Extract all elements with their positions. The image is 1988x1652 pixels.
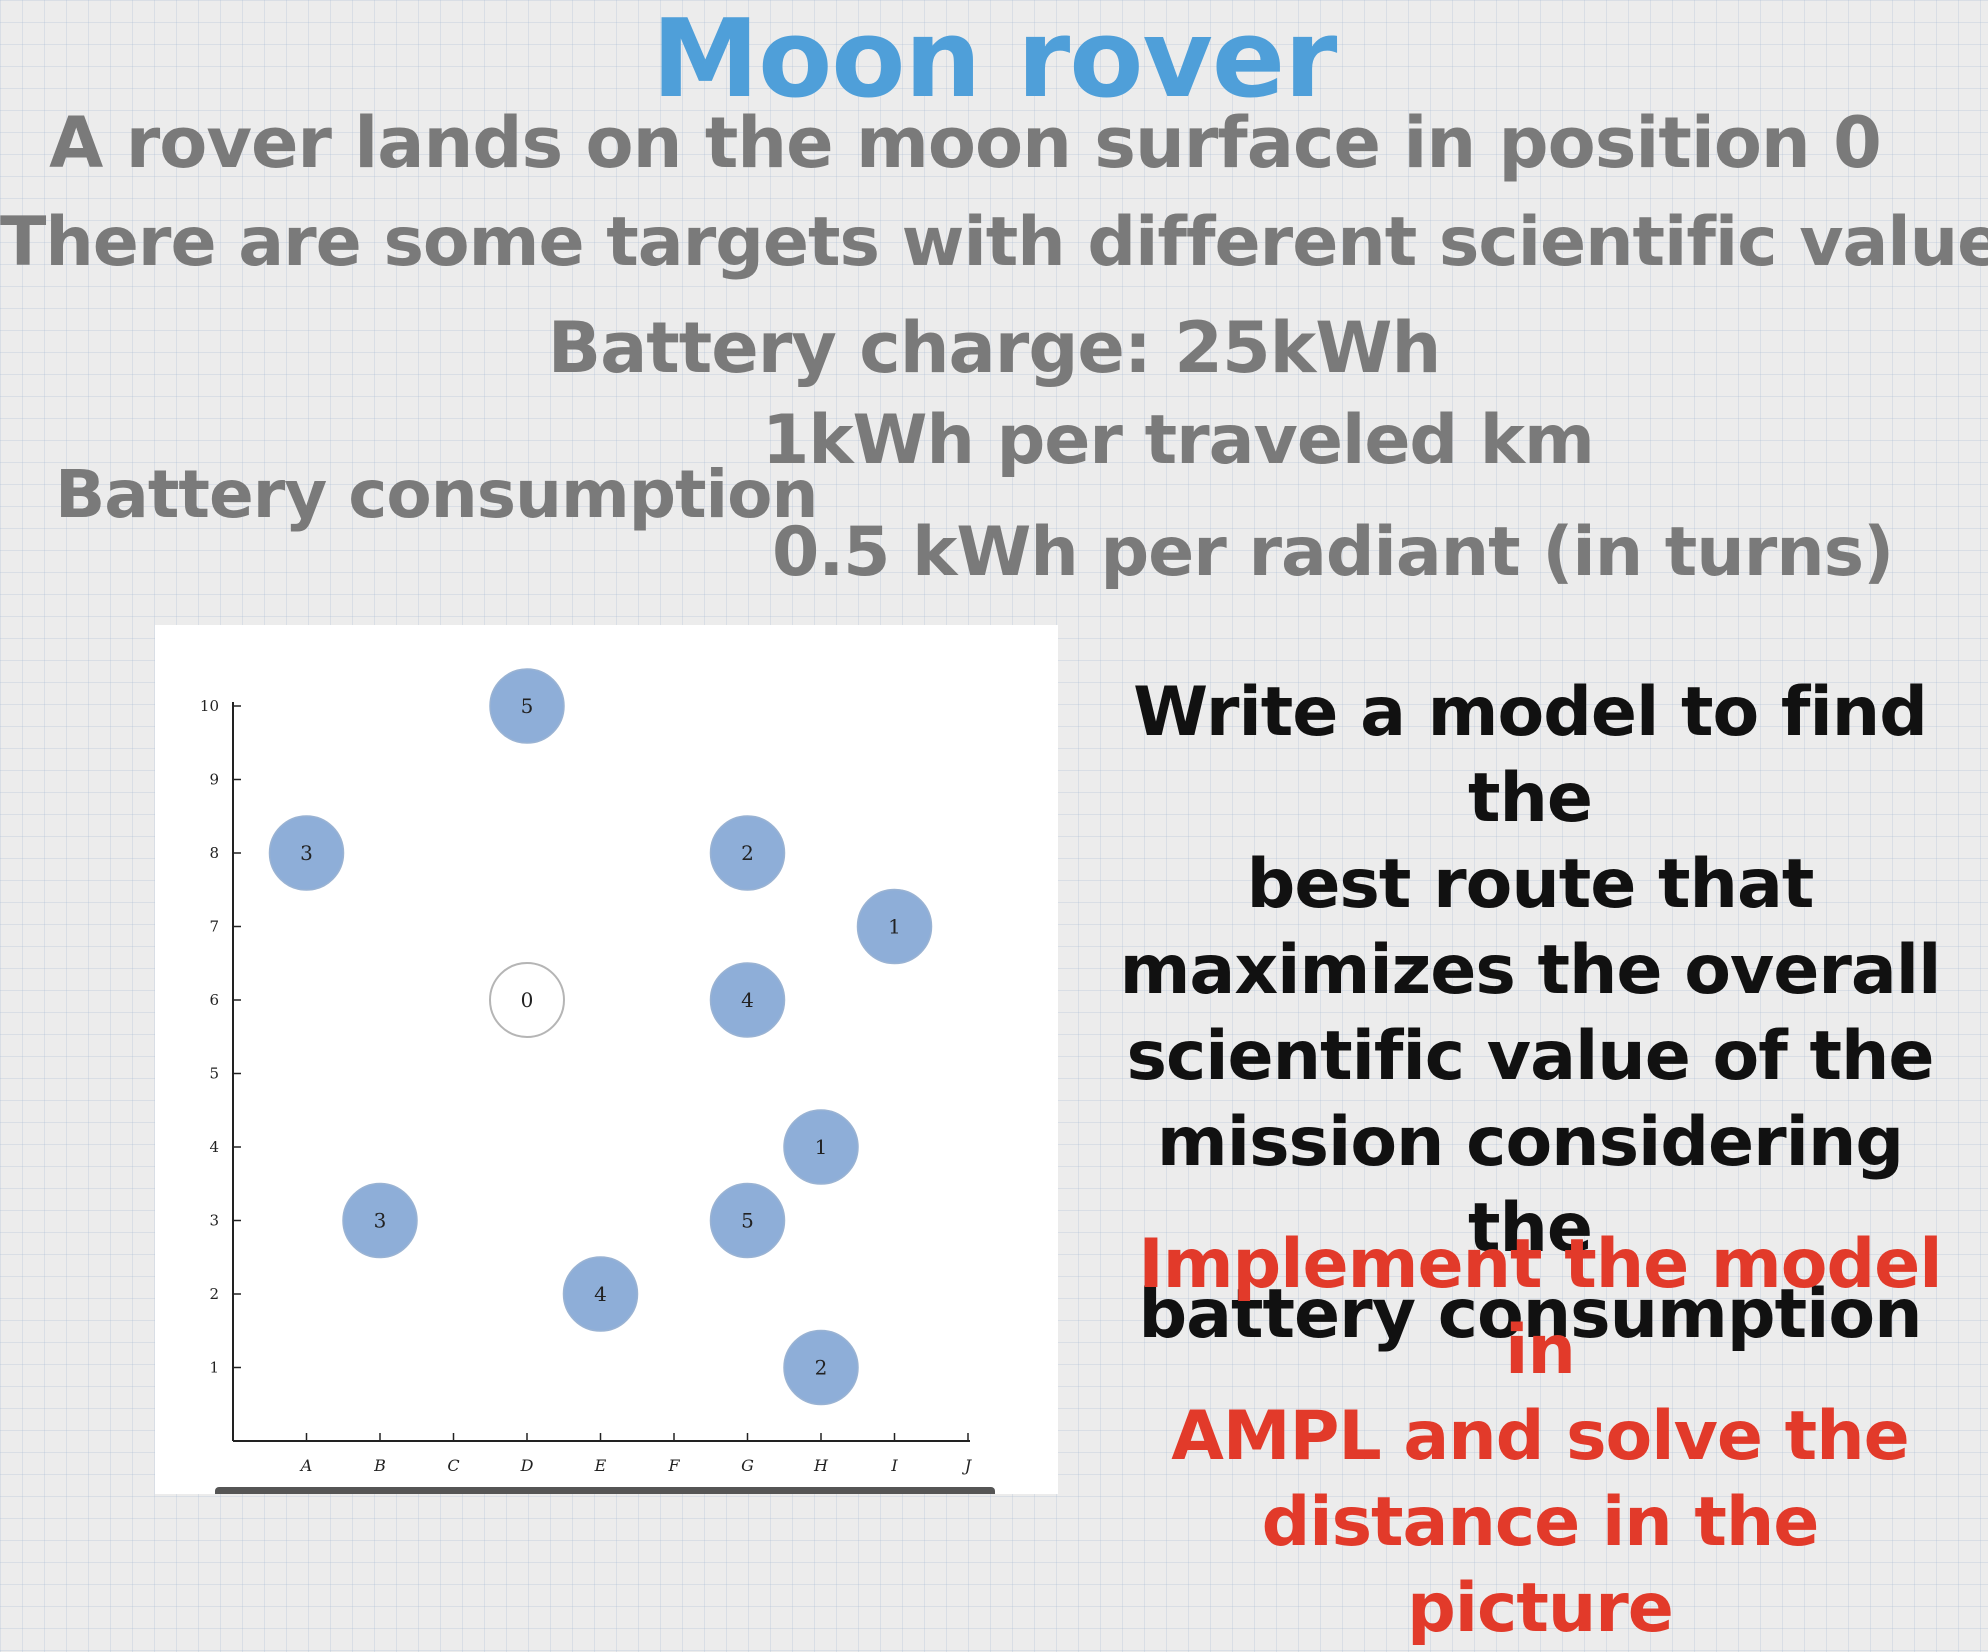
- point-value-label: 2: [815, 1356, 828, 1380]
- point-value-label: 5: [521, 694, 534, 718]
- panel-scrollbar: [215, 1487, 995, 1494]
- task-line: mission considering the: [1156, 1103, 1904, 1268]
- point-value-label: 1: [888, 915, 901, 939]
- point-value-label: 4: [594, 1282, 607, 1306]
- point-value-label: 1: [815, 1135, 828, 1159]
- point-value-label: 5: [741, 1209, 754, 1233]
- x-tick-label: D: [520, 1456, 534, 1475]
- x-tick-label: F: [667, 1456, 680, 1475]
- implement-text: Implement the model in AMPL and solve th…: [1120, 1222, 1960, 1652]
- start-position-point: [489, 962, 565, 1038]
- x-tick-label: J: [962, 1456, 973, 1475]
- target-point: [342, 1182, 418, 1259]
- task-line: maximizes the overall: [1119, 931, 1942, 1010]
- y-tick-label: 9: [209, 771, 219, 789]
- point-value-label: 3: [300, 841, 313, 865]
- chart-panel: 1 2 3 4 5 6 7 8 9 10 A B C D E F G H I J 5 3 2 1 0 4 1 3 5 4 2: [155, 625, 1058, 1494]
- description-line-targets: There are some targets with different sc…: [0, 203, 1988, 282]
- y-tick-label: 6: [209, 991, 219, 1009]
- y-tick-label: 10: [200, 697, 219, 715]
- task-text: Write a model to find the best route tha…: [1110, 670, 1950, 1358]
- target-point: [709, 1182, 786, 1259]
- y-tick-label: 2: [209, 1285, 219, 1303]
- y-tick-label: 4: [209, 1138, 219, 1156]
- description-line-battery: Battery charge: 25kWh: [547, 307, 1442, 389]
- implement-line: distance in the picture: [1261, 1483, 1820, 1648]
- y-tick-label: 3: [209, 1212, 219, 1230]
- x-tick-label: A: [299, 1456, 313, 1475]
- x-tick-label: H: [813, 1456, 829, 1475]
- task-line: battery consumption: [1138, 1275, 1922, 1354]
- x-tick-label: B: [373, 1456, 386, 1475]
- y-tick-label: 7: [209, 918, 219, 936]
- target-point: [783, 1109, 859, 1185]
- task-line: Write a model to find the: [1133, 673, 1928, 838]
- point-value-label: 4: [741, 988, 754, 1012]
- target-point: [562, 1256, 639, 1332]
- task-line: best route that: [1246, 845, 1815, 924]
- x-tick-label: C: [447, 1456, 459, 1475]
- point-value-label: 2: [741, 841, 754, 865]
- description-line-landing: A rover lands on the moon surface in pos…: [49, 102, 1882, 184]
- x-tick-label: E: [594, 1456, 607, 1475]
- target-point: [709, 815, 786, 891]
- target-point: [709, 962, 786, 1038]
- consumption-per-km: 1kWh per traveled km: [762, 401, 1595, 480]
- implement-line: Implement the model in: [1138, 1225, 1942, 1390]
- target-point: [856, 888, 933, 965]
- y-tick-label: 8: [209, 844, 219, 862]
- target-point: [268, 815, 345, 891]
- target-point: [783, 1329, 859, 1406]
- y-tick-label: 5: [209, 1065, 219, 1083]
- x-tick-label: I: [890, 1456, 898, 1475]
- target-point: [489, 668, 565, 744]
- y-tick-label: 1: [209, 1359, 219, 1377]
- consumption-per-radiant: 0.5 kWh per radiant (in turns): [772, 513, 1894, 592]
- point-value-label: 3: [374, 1209, 387, 1233]
- point-value-label: 0: [521, 988, 534, 1012]
- slide-title: Moon rover: [651, 0, 1338, 122]
- implement-line: AMPL and solve the: [1171, 1397, 1909, 1476]
- consumption-label: Battery consumption: [55, 456, 818, 533]
- task-line: scientific value of the: [1126, 1017, 1934, 1096]
- x-tick-label: G: [741, 1456, 754, 1475]
